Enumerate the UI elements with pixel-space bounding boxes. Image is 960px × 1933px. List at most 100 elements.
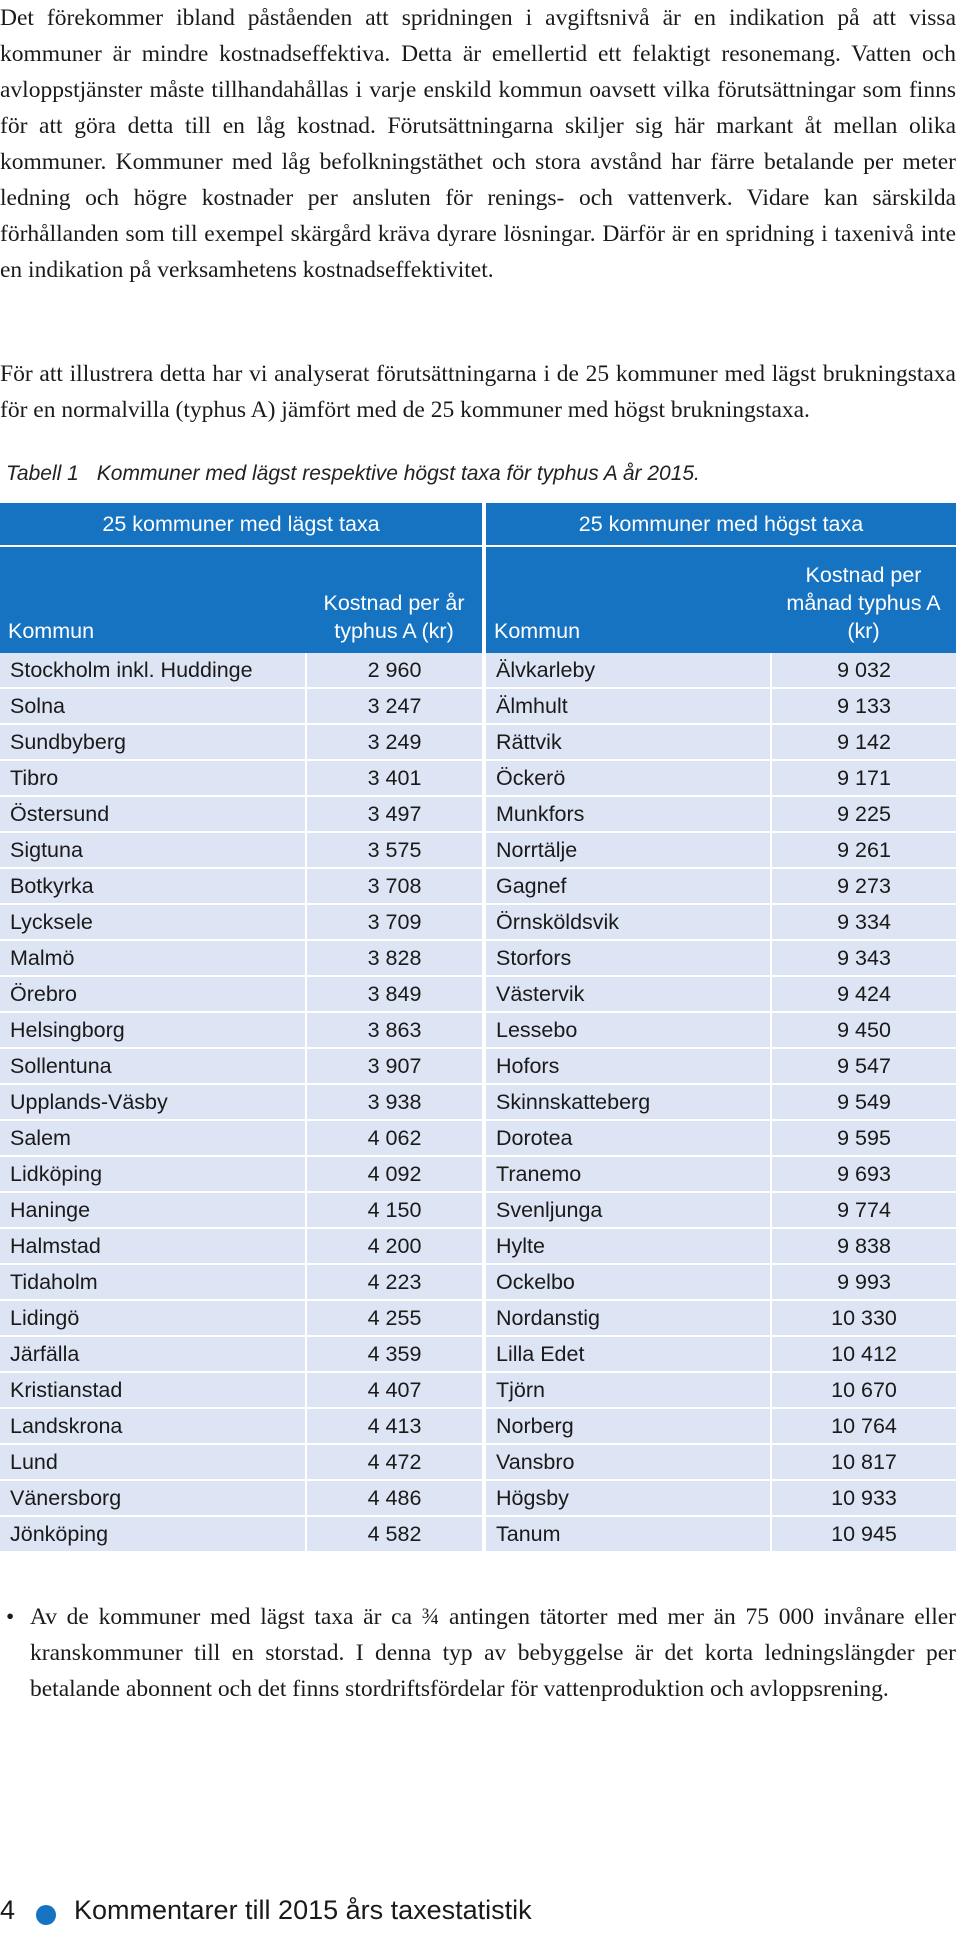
cost-month-cell: 9 334 xyxy=(771,904,956,941)
kommun-high-cell: Älvkarleby xyxy=(484,653,772,689)
cost-month-cell: 9 595 xyxy=(771,1120,956,1157)
table-row: Vänersborg 4 486 Högsby 10 933 xyxy=(0,1480,956,1517)
kommun-high-cell: Lilla Edet xyxy=(484,1336,772,1373)
bullet-point: • Av de kommuner med lägst taxa är ca ¾ … xyxy=(0,1599,956,1707)
table-row: Halmstad 4 200 Hylte 9 838 xyxy=(0,1228,956,1265)
cost-year-cell: 3 575 xyxy=(306,832,486,869)
cost-month-cell: 10 933 xyxy=(771,1480,956,1517)
table-row: Botkyrka 3 708 Gagnef 9 273 xyxy=(0,868,956,905)
cost-year-cell: 4 092 xyxy=(306,1156,486,1193)
cost-year-cell: 3 709 xyxy=(306,904,486,941)
kommun-low-cell: Haninge xyxy=(0,1192,307,1229)
cost-month-cell: 9 993 xyxy=(771,1264,956,1301)
table-row: Stockholm inkl. Huddinge 2 960 Älvkarleby 9… xyxy=(0,653,956,689)
kommun-low-cell: Vänersborg xyxy=(0,1480,307,1517)
table-row: Sollentuna 3 907 Hofors 9 547 xyxy=(0,1048,956,1085)
cost-month-cell: 9 261 xyxy=(771,832,956,869)
cost-month-cell: 9 133 xyxy=(771,688,956,725)
table-row: Tibro 3 401 Öckerö 9 171 xyxy=(0,760,956,797)
kommun-high-cell: Örnsköldsvik xyxy=(484,904,772,941)
table-caption-text: Kommuner med lägst respektive högst taxa… xyxy=(96,462,700,485)
kommun-high-cell: Öckerö xyxy=(484,760,772,797)
cost-year-cell: 4 223 xyxy=(306,1264,486,1301)
kommun-low-cell: Lund xyxy=(0,1444,307,1481)
kommun-high-cell: Tanum xyxy=(484,1516,772,1553)
kommun-high-cell: Tjörn xyxy=(484,1372,772,1409)
kommun-low-cell: Stockholm inkl. Huddinge xyxy=(0,653,307,689)
cost-month-cell: 10 330 xyxy=(771,1300,956,1337)
table-row: Helsingborg 3 863 Lessebo 9 450 xyxy=(0,1012,956,1049)
cost-year-cell: 4 200 xyxy=(306,1228,486,1265)
kommun-high-cell: Hofors xyxy=(484,1048,772,1085)
kommun-low-cell: Tibro xyxy=(0,760,307,797)
cost-year-cell: 3 863 xyxy=(306,1012,486,1049)
kommun-low-cell: Lidingö xyxy=(0,1300,307,1337)
bullet-marker: • xyxy=(6,1604,15,1630)
table-body: Stockholm inkl. Huddinge 2 960 Älvkarleby 9… xyxy=(0,653,956,1553)
cost-month-cell: 9 838 xyxy=(771,1228,956,1265)
column-header-cost-month: Kostnad per månad typhus A (kr) xyxy=(771,545,956,653)
table-row: Sigtuna 3 575 Norrtälje 9 261 xyxy=(0,832,956,869)
cost-year-cell: 4 150 xyxy=(306,1192,486,1229)
cost-month-cell: 9 774 xyxy=(771,1192,956,1229)
table-caption: Tabell 1 Kommuner med lägst respektive hö… xyxy=(6,462,700,486)
cost-month-cell: 9 273 xyxy=(771,868,956,905)
table-caption-number: Tabell 1 xyxy=(6,462,79,485)
cost-year-cell: 3 708 xyxy=(306,868,486,905)
kommun-low-cell: Tidaholm xyxy=(0,1264,307,1301)
cost-year-cell: 4 359 xyxy=(306,1336,486,1373)
kommun-high-cell: Norrtälje xyxy=(484,832,772,869)
table-row: Tidaholm 4 223 Ockelbo 9 993 xyxy=(0,1264,956,1301)
cost-year-cell: 3 247 xyxy=(306,688,486,725)
intro-paragraph: Det förekommer ibland påståenden att spr… xyxy=(0,5,956,283)
kommun-high-cell: Lessebo xyxy=(484,1012,772,1049)
cost-month-cell: 9 225 xyxy=(771,796,956,833)
kommun-low-cell: Jönköping xyxy=(0,1516,307,1553)
table-row: Örebro 3 849 Västervik 9 424 xyxy=(0,976,956,1013)
cost-year-cell: 4 413 xyxy=(306,1408,486,1445)
cost-month-cell: 9 450 xyxy=(771,1012,956,1049)
table-row: Jönköping 4 582 Tanum 10 945 xyxy=(0,1516,956,1553)
kommun-high-cell: Storfors xyxy=(484,940,772,977)
kommun-high-cell: Vansbro xyxy=(484,1444,772,1481)
cost-month-cell: 10 412 xyxy=(771,1336,956,1373)
kommun-low-cell: Sundbyberg xyxy=(0,724,307,761)
kommun-high-cell: Svenljunga xyxy=(484,1192,772,1229)
kommun-high-cell: Västervik xyxy=(484,976,772,1013)
kommun-low-cell: Lidköping xyxy=(0,1156,307,1193)
kommun-low-cell: Helsingborg xyxy=(0,1012,307,1049)
table-row: Lycksele 3 709 Örnsköldsvik 9 334 xyxy=(0,904,956,941)
cost-year-cell: 3 828 xyxy=(306,940,486,977)
table-row: Järfälla 4 359 Lilla Edet 10 412 xyxy=(0,1336,956,1373)
kommun-high-cell: Högsby xyxy=(484,1480,772,1517)
cost-month-cell: 10 670 xyxy=(771,1372,956,1409)
kommun-high-cell: Munkfors xyxy=(484,796,772,833)
kommun-high-cell: Gagnef xyxy=(484,868,772,905)
table-row: Lidköping 4 092 Tranemo 9 693 xyxy=(0,1156,956,1193)
cost-year-cell: 2 960 xyxy=(306,653,486,689)
kommun-high-cell: Norberg xyxy=(484,1408,772,1445)
column-header-kommun-low: Kommun xyxy=(0,545,306,653)
cost-year-cell: 3 249 xyxy=(306,724,486,761)
kommun-high-cell: Rättvik xyxy=(484,724,772,761)
kommun-low-cell: Järfälla xyxy=(0,1336,307,1373)
cost-month-cell: 9 549 xyxy=(771,1084,956,1121)
footer-title: Kommentarer till 2015 års taxestatistik xyxy=(74,1895,532,1925)
analysis-paragraph: För att illustrera detta har vi analyser… xyxy=(0,361,956,423)
group-header-highest: 25 kommuner med högst taxa xyxy=(484,503,956,546)
cost-month-cell: 9 142 xyxy=(771,724,956,761)
kommun-low-cell: Sollentuna xyxy=(0,1048,307,1085)
table-row: Lund 4 472 Vansbro 10 817 xyxy=(0,1444,956,1481)
group-header-lowest: 25 kommuner med lägst taxa xyxy=(0,503,486,546)
table-row: Sundbyberg 3 249 Rättvik 9 142 xyxy=(0,724,956,761)
table-row: Solna 3 247 Älmhult 9 133 xyxy=(0,688,956,725)
footer-dot-icon xyxy=(36,1905,56,1925)
kommun-low-cell: Salem xyxy=(0,1120,307,1157)
cost-year-cell: 3 497 xyxy=(306,796,486,833)
table-row: Salem 4 062 Dorotea 9 595 xyxy=(0,1120,956,1157)
kommun-low-cell: Örebro xyxy=(0,976,307,1013)
kommun-low-cell: Botkyrka xyxy=(0,868,307,905)
kommun-low-cell: Östersund xyxy=(0,796,307,833)
kommun-low-cell: Sigtuna xyxy=(0,832,307,869)
cost-year-cell: 3 849 xyxy=(306,976,486,1013)
